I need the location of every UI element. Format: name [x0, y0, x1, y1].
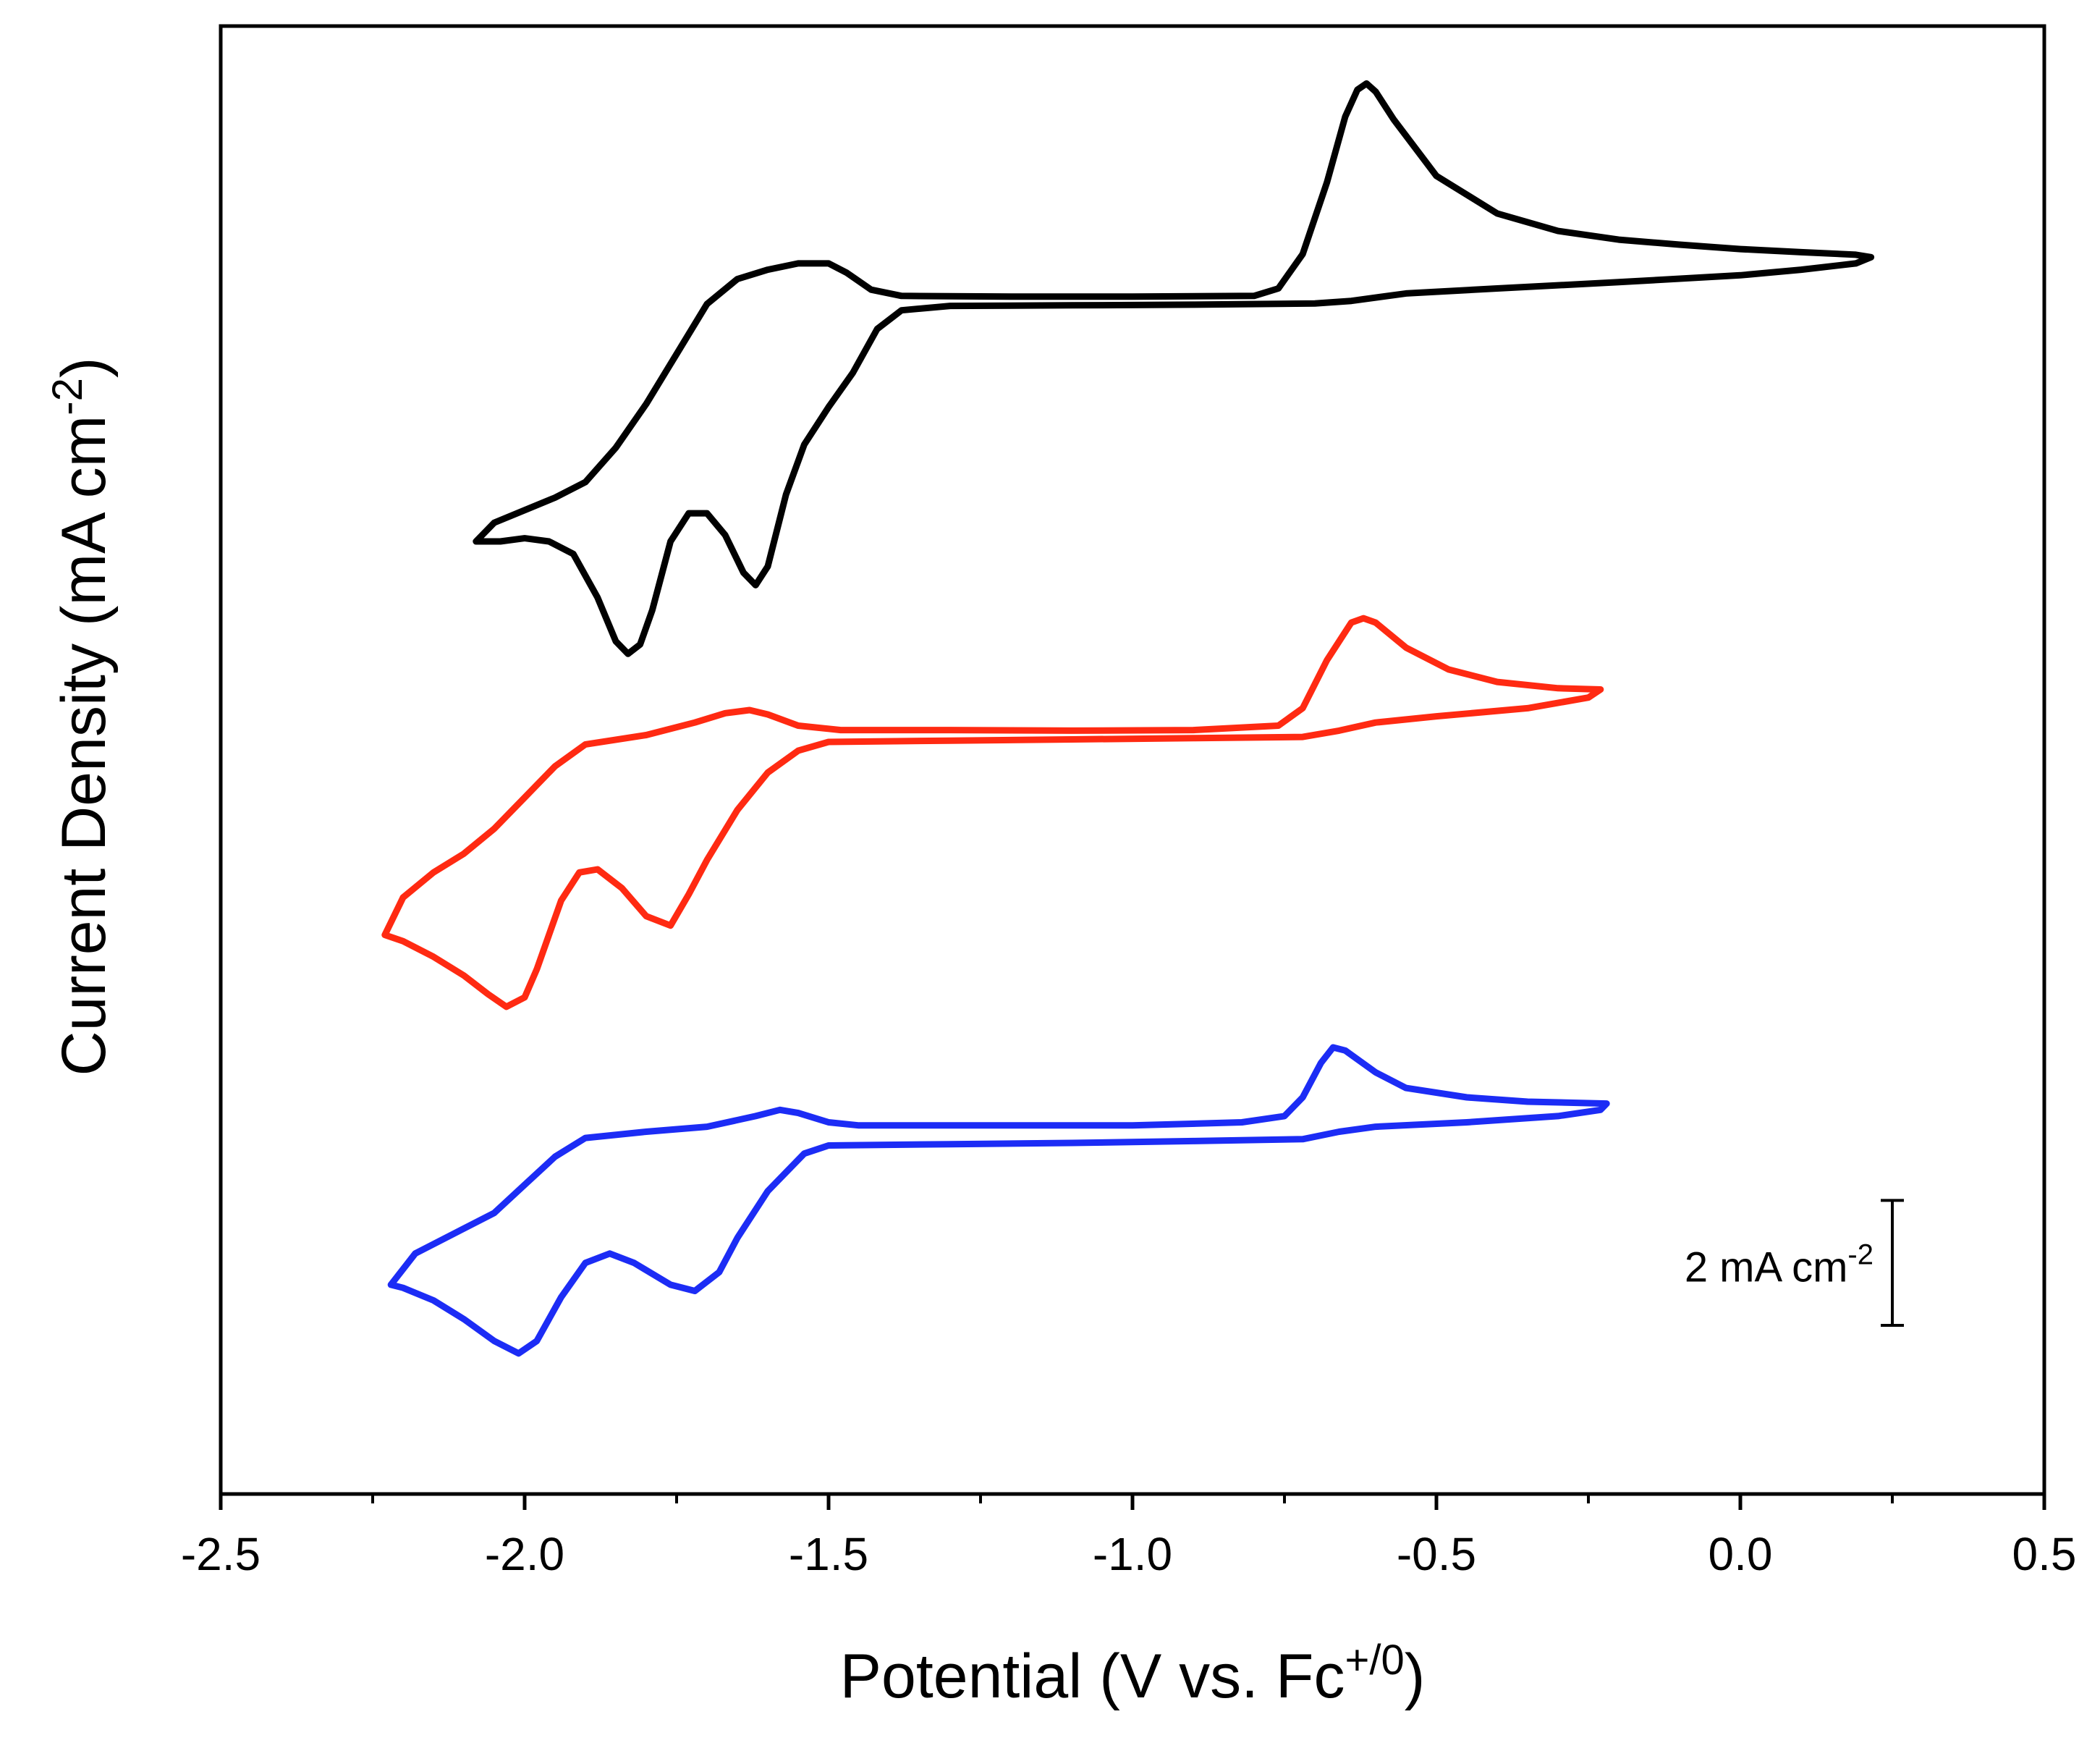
y-axis-title: Current Density (mA cm-2) — [44, 358, 119, 1076]
x-axis-title-superscript: +/0 — [1345, 1637, 1404, 1684]
y-axis-title-superscript: -2 — [44, 378, 91, 415]
x-tick-label: -1.0 — [1093, 1528, 1172, 1580]
x-axis-ticks: -2.5 -2.0 -1.5 -1.0 -0.5 0.0 0.5 — [181, 1494, 2077, 1580]
series-layer — [381, 80, 1875, 1357]
x-tick-label: -0.5 — [1397, 1528, 1476, 1580]
y-axis-title-end: ) — [49, 358, 119, 379]
x-tick-label: 0.5 — [2012, 1528, 2077, 1580]
x-tick-label: -2.0 — [485, 1528, 564, 1580]
scale-bar: 2 mA cm-2 — [1685, 1199, 1904, 1327]
series-blue-line — [387, 1044, 1610, 1357]
x-tick-label: 0.0 — [1709, 1528, 1773, 1580]
x-tick-label: -2.5 — [181, 1528, 261, 1580]
x-axis-title: Potential (V vs. Fc+/0) — [840, 1637, 1426, 1711]
scale-bar-label-superscript: -2 — [1847, 1239, 1874, 1271]
x-axis-title-end: ) — [1405, 1642, 1426, 1711]
series-red-line — [381, 615, 1604, 1010]
x-tick-label: -1.5 — [789, 1528, 868, 1580]
scale-bar-label: 2 mA cm-2 — [1685, 1239, 1874, 1291]
series-black-line — [473, 80, 1875, 657]
